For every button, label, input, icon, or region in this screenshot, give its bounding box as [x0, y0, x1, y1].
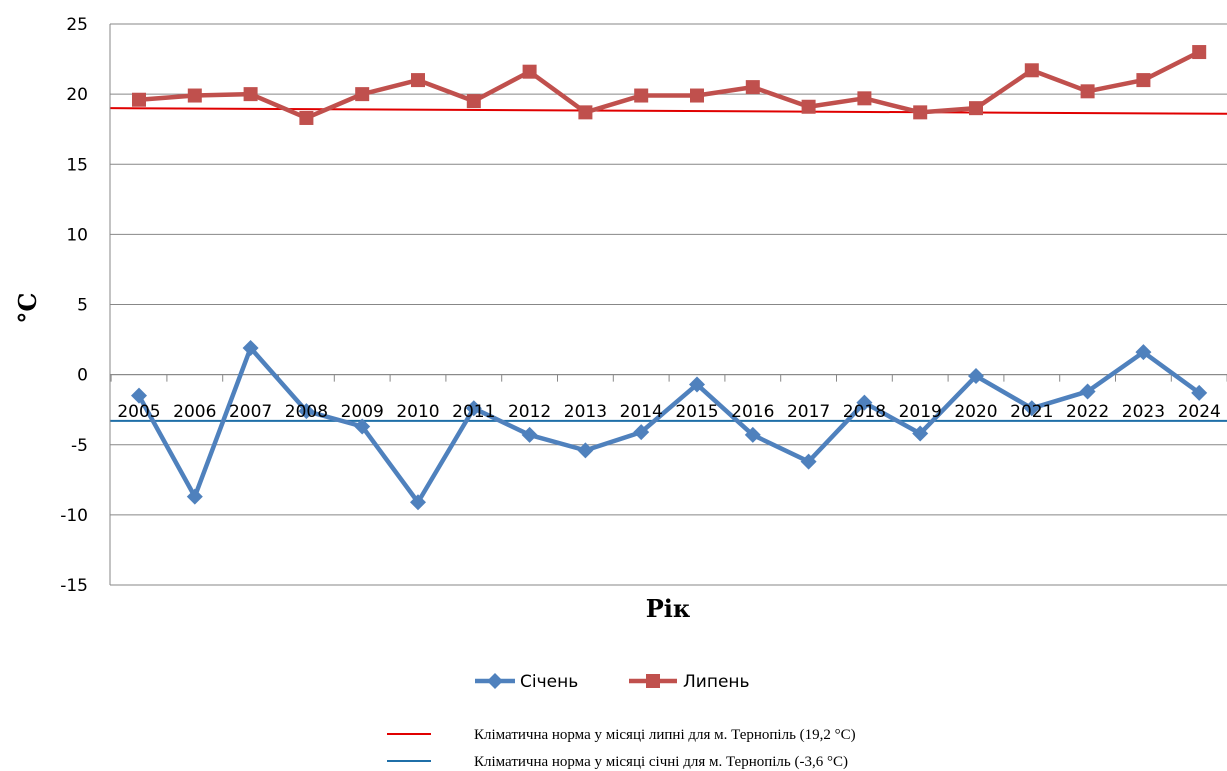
data-point — [800, 453, 817, 470]
data-point — [690, 88, 704, 103]
data-point — [856, 394, 873, 411]
data-point — [968, 368, 984, 385]
x-tick-label: 2011 — [452, 402, 495, 422]
x-tick-label: 2017 — [787, 402, 830, 422]
x-tick-label: 2021 — [1010, 402, 1053, 422]
x-tick-label: 2013 — [564, 402, 607, 422]
data-point — [411, 73, 425, 88]
data-point — [354, 418, 371, 435]
y-tick-label: 15 — [66, 155, 88, 175]
data-point — [521, 426, 538, 443]
reference-line — [109, 107, 1227, 115]
norm-legend-label: Кліматична норма у місяці липні для м. Т… — [474, 727, 856, 743]
legend-marker — [487, 673, 503, 689]
x-tick-label: 2014 — [620, 402, 663, 422]
y-tick-label: -15 — [60, 576, 88, 596]
data-series — [131, 45, 1208, 511]
data-point — [465, 400, 482, 417]
data-point — [857, 91, 872, 106]
x-tick-label: 2006 — [173, 402, 216, 422]
data-point — [633, 424, 650, 441]
data-point — [1024, 63, 1039, 78]
y-tick-label: 25 — [66, 15, 88, 35]
data-point — [969, 101, 983, 116]
data-point — [243, 87, 258, 102]
data-point — [744, 426, 761, 443]
x-tick-label: 2023 — [1122, 402, 1165, 422]
data-point — [1080, 84, 1095, 99]
data-point — [355, 87, 370, 102]
data-point — [1079, 383, 1096, 400]
data-point — [634, 88, 649, 103]
y-tick-label: 20 — [66, 85, 88, 105]
data-point — [410, 494, 426, 511]
norm-legend: Кліматична норма у місяці липні для м. Т… — [387, 727, 856, 770]
x-tick-label: 2012 — [508, 402, 551, 422]
series-line — [138, 50, 1201, 121]
data-point — [801, 99, 816, 114]
data-point — [131, 387, 147, 404]
reference-lines — [109, 107, 1227, 422]
axes — [109, 24, 1227, 585]
data-point — [1136, 73, 1151, 88]
x-axis-title: Рік — [646, 594, 691, 623]
y-tick-label: 5 — [77, 296, 88, 316]
data-point — [298, 403, 315, 420]
data-point — [187, 88, 202, 103]
y-tick-label: 10 — [66, 225, 88, 245]
y-tick-label: -5 — [71, 436, 88, 456]
y-tick-labels: 25 20 15 10 5 0 -5 -10 -15 — [60, 15, 88, 596]
data-point — [299, 110, 314, 125]
series-line — [137, 345, 1201, 505]
data-point — [689, 376, 705, 393]
data-point — [578, 105, 593, 120]
legend: Січень Липень — [475, 672, 750, 692]
data-point — [466, 94, 481, 109]
legend-marker — [646, 674, 660, 688]
data-point — [1191, 384, 1208, 401]
x-tick-label: 2010 — [396, 402, 439, 422]
data-point — [745, 80, 760, 95]
data-point — [577, 442, 594, 459]
data-point — [132, 92, 146, 107]
data-point — [1192, 45, 1207, 60]
x-tick-label: 2007 — [229, 402, 272, 422]
norm-legend-label: Кліматична норма у місяці січні для м. Т… — [474, 754, 848, 770]
data-point — [1135, 344, 1152, 361]
x-tick-label: 2009 — [341, 402, 384, 422]
data-point — [186, 488, 203, 505]
data-point — [522, 64, 537, 79]
y-tick-label: -10 — [60, 506, 88, 526]
x-tick-labels: 2005 2006 2007 2008 2009 2010 2011 2012 2013 2014… — [117, 402, 1220, 422]
legend-label: Липень — [683, 672, 750, 692]
data-point — [1023, 400, 1040, 417]
y-tick-label: 0 — [77, 366, 88, 386]
x-tick-label: 2022 — [1066, 402, 1109, 422]
y-axis-title: °C — [13, 292, 42, 323]
x-tick-label: 2016 — [731, 402, 774, 422]
data-point — [913, 105, 928, 120]
x-tick-label: 2024 — [1178, 402, 1221, 422]
data-point — [912, 425, 929, 442]
data-point — [242, 339, 259, 356]
x-tick-label: 2020 — [954, 402, 997, 422]
x-tick-label: 2008 — [285, 402, 328, 422]
x-tick-label: 2005 — [117, 402, 160, 422]
x-tick-label: 2015 — [675, 402, 718, 422]
x-tick-label: 2019 — [899, 402, 942, 422]
x-tick-label: 2018 — [843, 402, 886, 422]
legend-label: Січень — [520, 672, 578, 692]
